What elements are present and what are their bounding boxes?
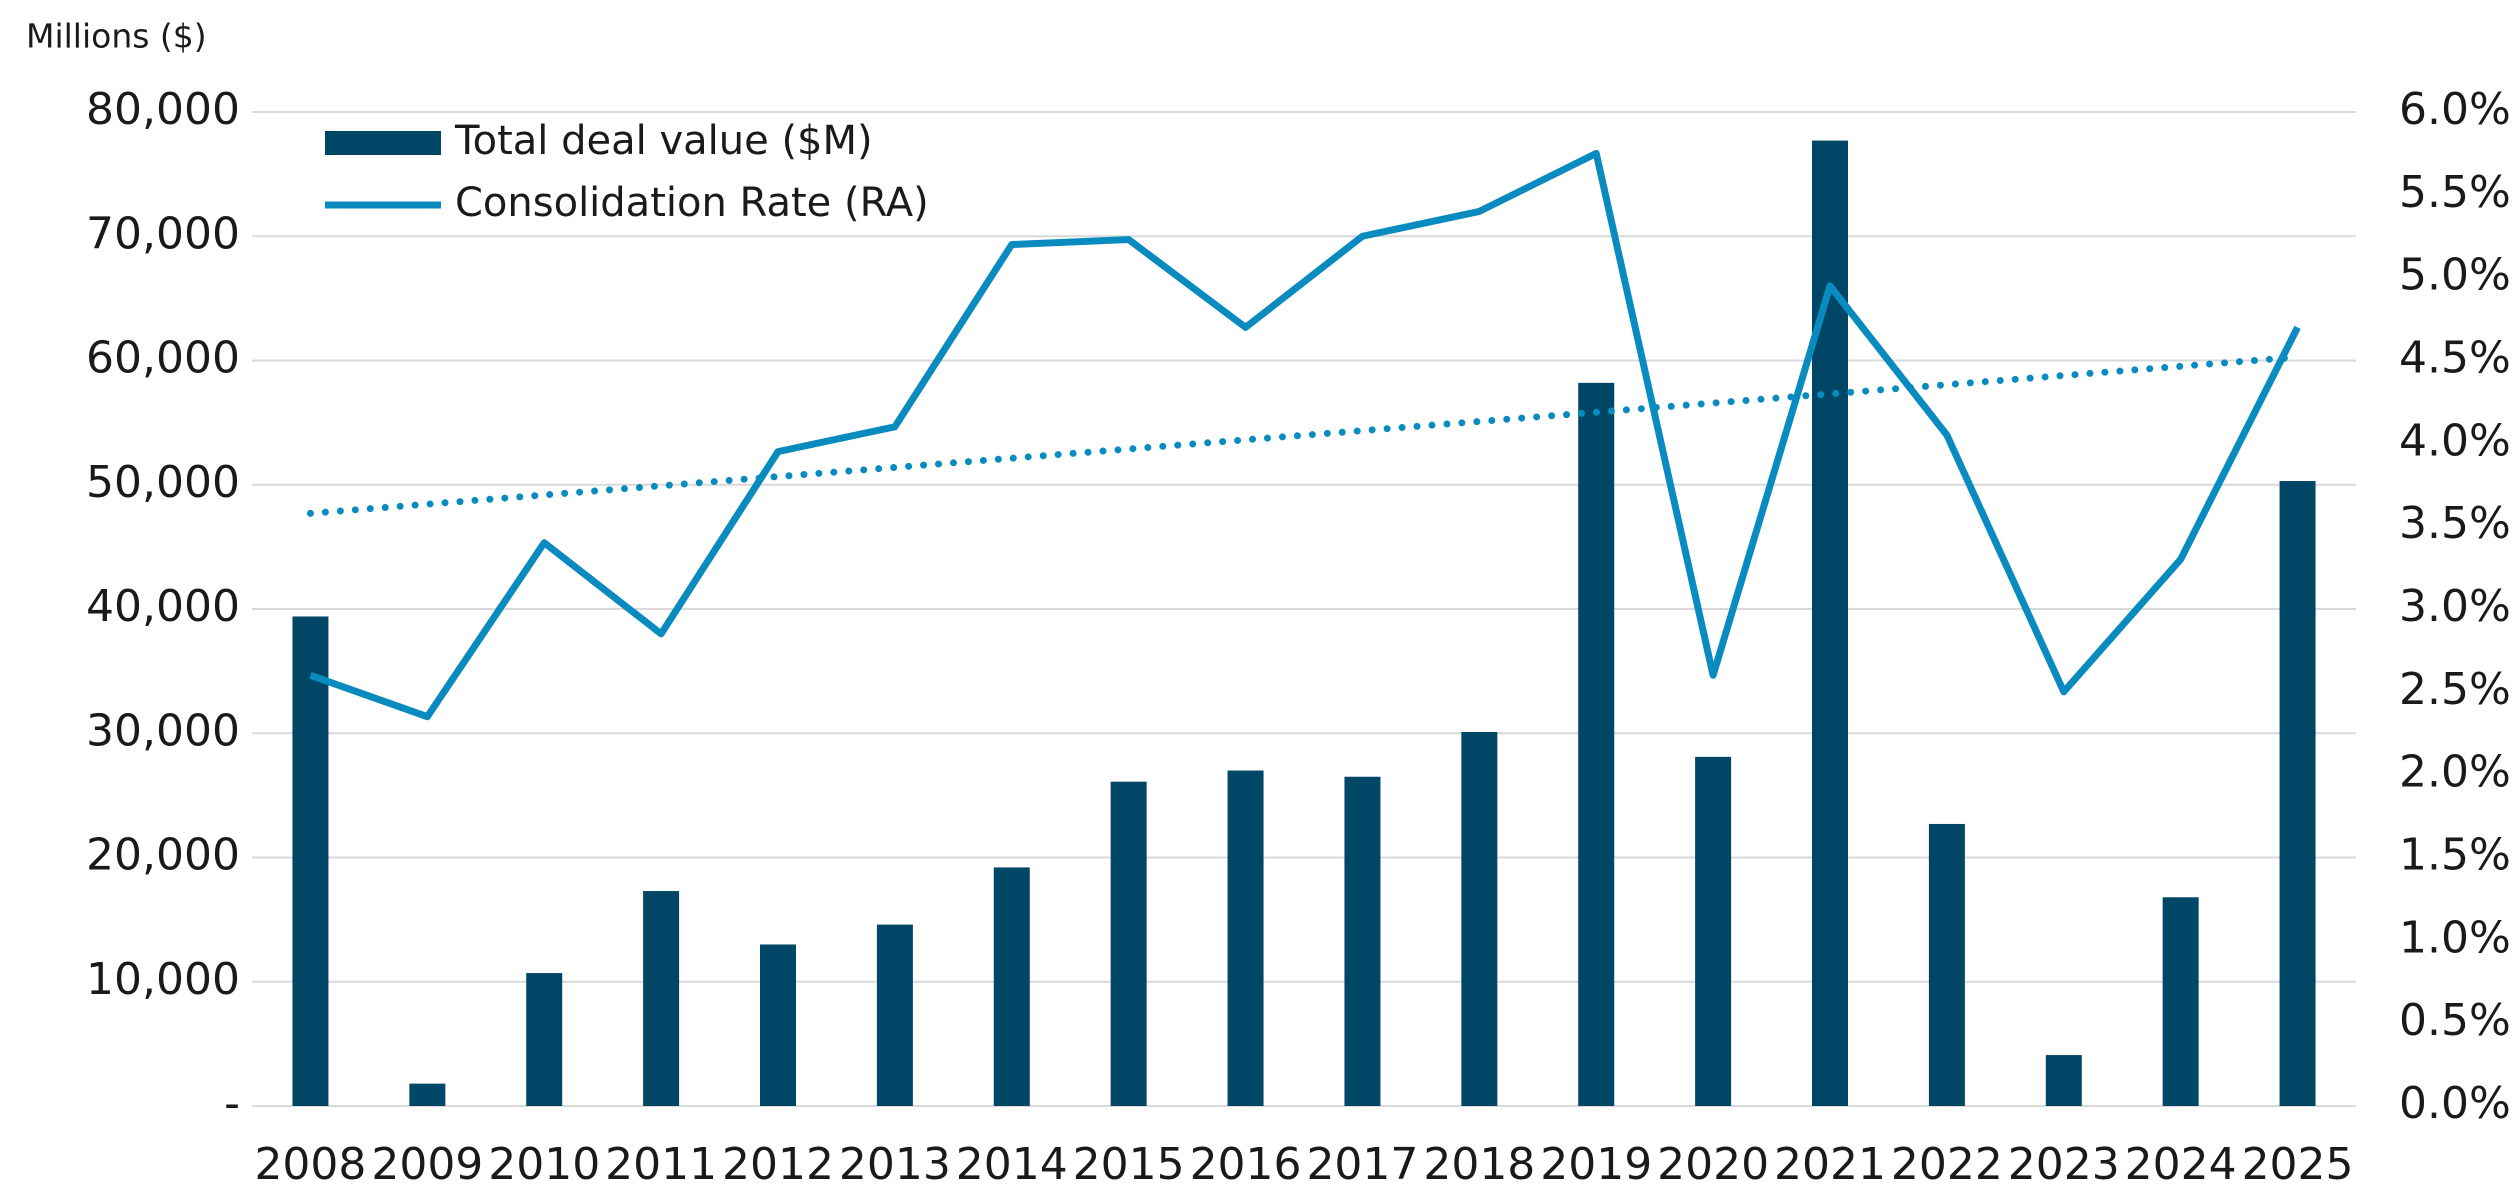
y-axis-label: Millions ($) xyxy=(26,17,207,56)
y-tick-label: 70,000 xyxy=(86,208,240,259)
x-tick-label: 2009 xyxy=(371,1139,483,1190)
bar xyxy=(876,924,913,1106)
y-tick-label: 50,000 xyxy=(86,457,240,508)
y2-tick-label: 0.5% xyxy=(2399,995,2511,1046)
y2-tick-label: 0.0% xyxy=(2399,1078,2511,1129)
x-tick-label: 2015 xyxy=(1073,1139,1185,1190)
x-tick-label: 2016 xyxy=(1190,1139,1302,1190)
legend-label: Total deal value ($M) xyxy=(454,118,873,164)
y-tick-label: 60,000 xyxy=(86,333,240,384)
x-tick-label: 2014 xyxy=(956,1139,1068,1190)
bar xyxy=(1695,756,1732,1106)
y2-tick-label: 6.0% xyxy=(2399,84,2511,135)
y2-tick-label: 1.5% xyxy=(2399,830,2511,881)
y-tick-label: 40,000 xyxy=(86,581,240,632)
x-tick-label: 2019 xyxy=(1540,1139,1652,1190)
x-tick-label: 2013 xyxy=(839,1139,951,1190)
y-tick-label: 80,000 xyxy=(86,84,240,135)
y2-tick-label: 3.5% xyxy=(2399,498,2511,549)
x-tick-label: 2022 xyxy=(1891,1139,2003,1190)
y2-tick-label: 2.0% xyxy=(2399,747,2511,798)
y2-tick-label: 4.0% xyxy=(2399,415,2511,466)
y-tick-label: 30,000 xyxy=(86,705,240,756)
bar xyxy=(2279,481,2316,1107)
x-tick-label: 2010 xyxy=(488,1139,600,1190)
bar xyxy=(1928,823,1965,1106)
trendline xyxy=(306,353,2302,517)
bar xyxy=(526,973,563,1106)
y2-tick-label: 3.0% xyxy=(2399,581,2511,632)
line xyxy=(309,149,2301,721)
x-tick-label: 2011 xyxy=(605,1139,717,1190)
bar xyxy=(2045,1055,2082,1106)
legend-label: Consolidation Rate (RA) xyxy=(455,180,929,226)
x-tick-label: 2017 xyxy=(1306,1139,1418,1190)
x-tick-label: 2008 xyxy=(254,1139,366,1190)
bar xyxy=(643,891,680,1106)
x-tick-label: 2020 xyxy=(1657,1139,1769,1190)
x-tick-label: 2012 xyxy=(722,1139,834,1190)
bar xyxy=(409,1083,446,1106)
bar xyxy=(1110,781,1147,1106)
bar xyxy=(993,867,1030,1106)
bar xyxy=(1461,732,1498,1106)
y2-tick-label: 5.5% xyxy=(2399,167,2511,218)
y2-tick-label: 2.5% xyxy=(2399,664,2511,715)
y2-tick-label: 4.5% xyxy=(2399,333,2511,384)
bar xyxy=(292,616,329,1106)
x-tick-label: 2025 xyxy=(2242,1139,2354,1190)
x-tick-label: 2023 xyxy=(2008,1139,2120,1190)
y-tick-label: 10,000 xyxy=(86,954,240,1005)
bar xyxy=(2162,897,2199,1106)
bar xyxy=(760,944,796,1106)
y-tick-label: - xyxy=(224,1078,240,1129)
bar xyxy=(1344,776,1381,1106)
x-tick-label: 2021 xyxy=(1774,1139,1886,1190)
x-tick-label: 2024 xyxy=(2125,1139,2237,1190)
bar xyxy=(1227,770,1264,1106)
bar xyxy=(1578,382,1615,1106)
legend-swatch xyxy=(325,131,441,155)
y2-tick-label: 1.0% xyxy=(2399,912,2511,963)
x-tick-label: 2018 xyxy=(1423,1139,1535,1190)
y-tick-label: 20,000 xyxy=(86,830,240,881)
y2-tick-label: 5.0% xyxy=(2399,250,2511,301)
